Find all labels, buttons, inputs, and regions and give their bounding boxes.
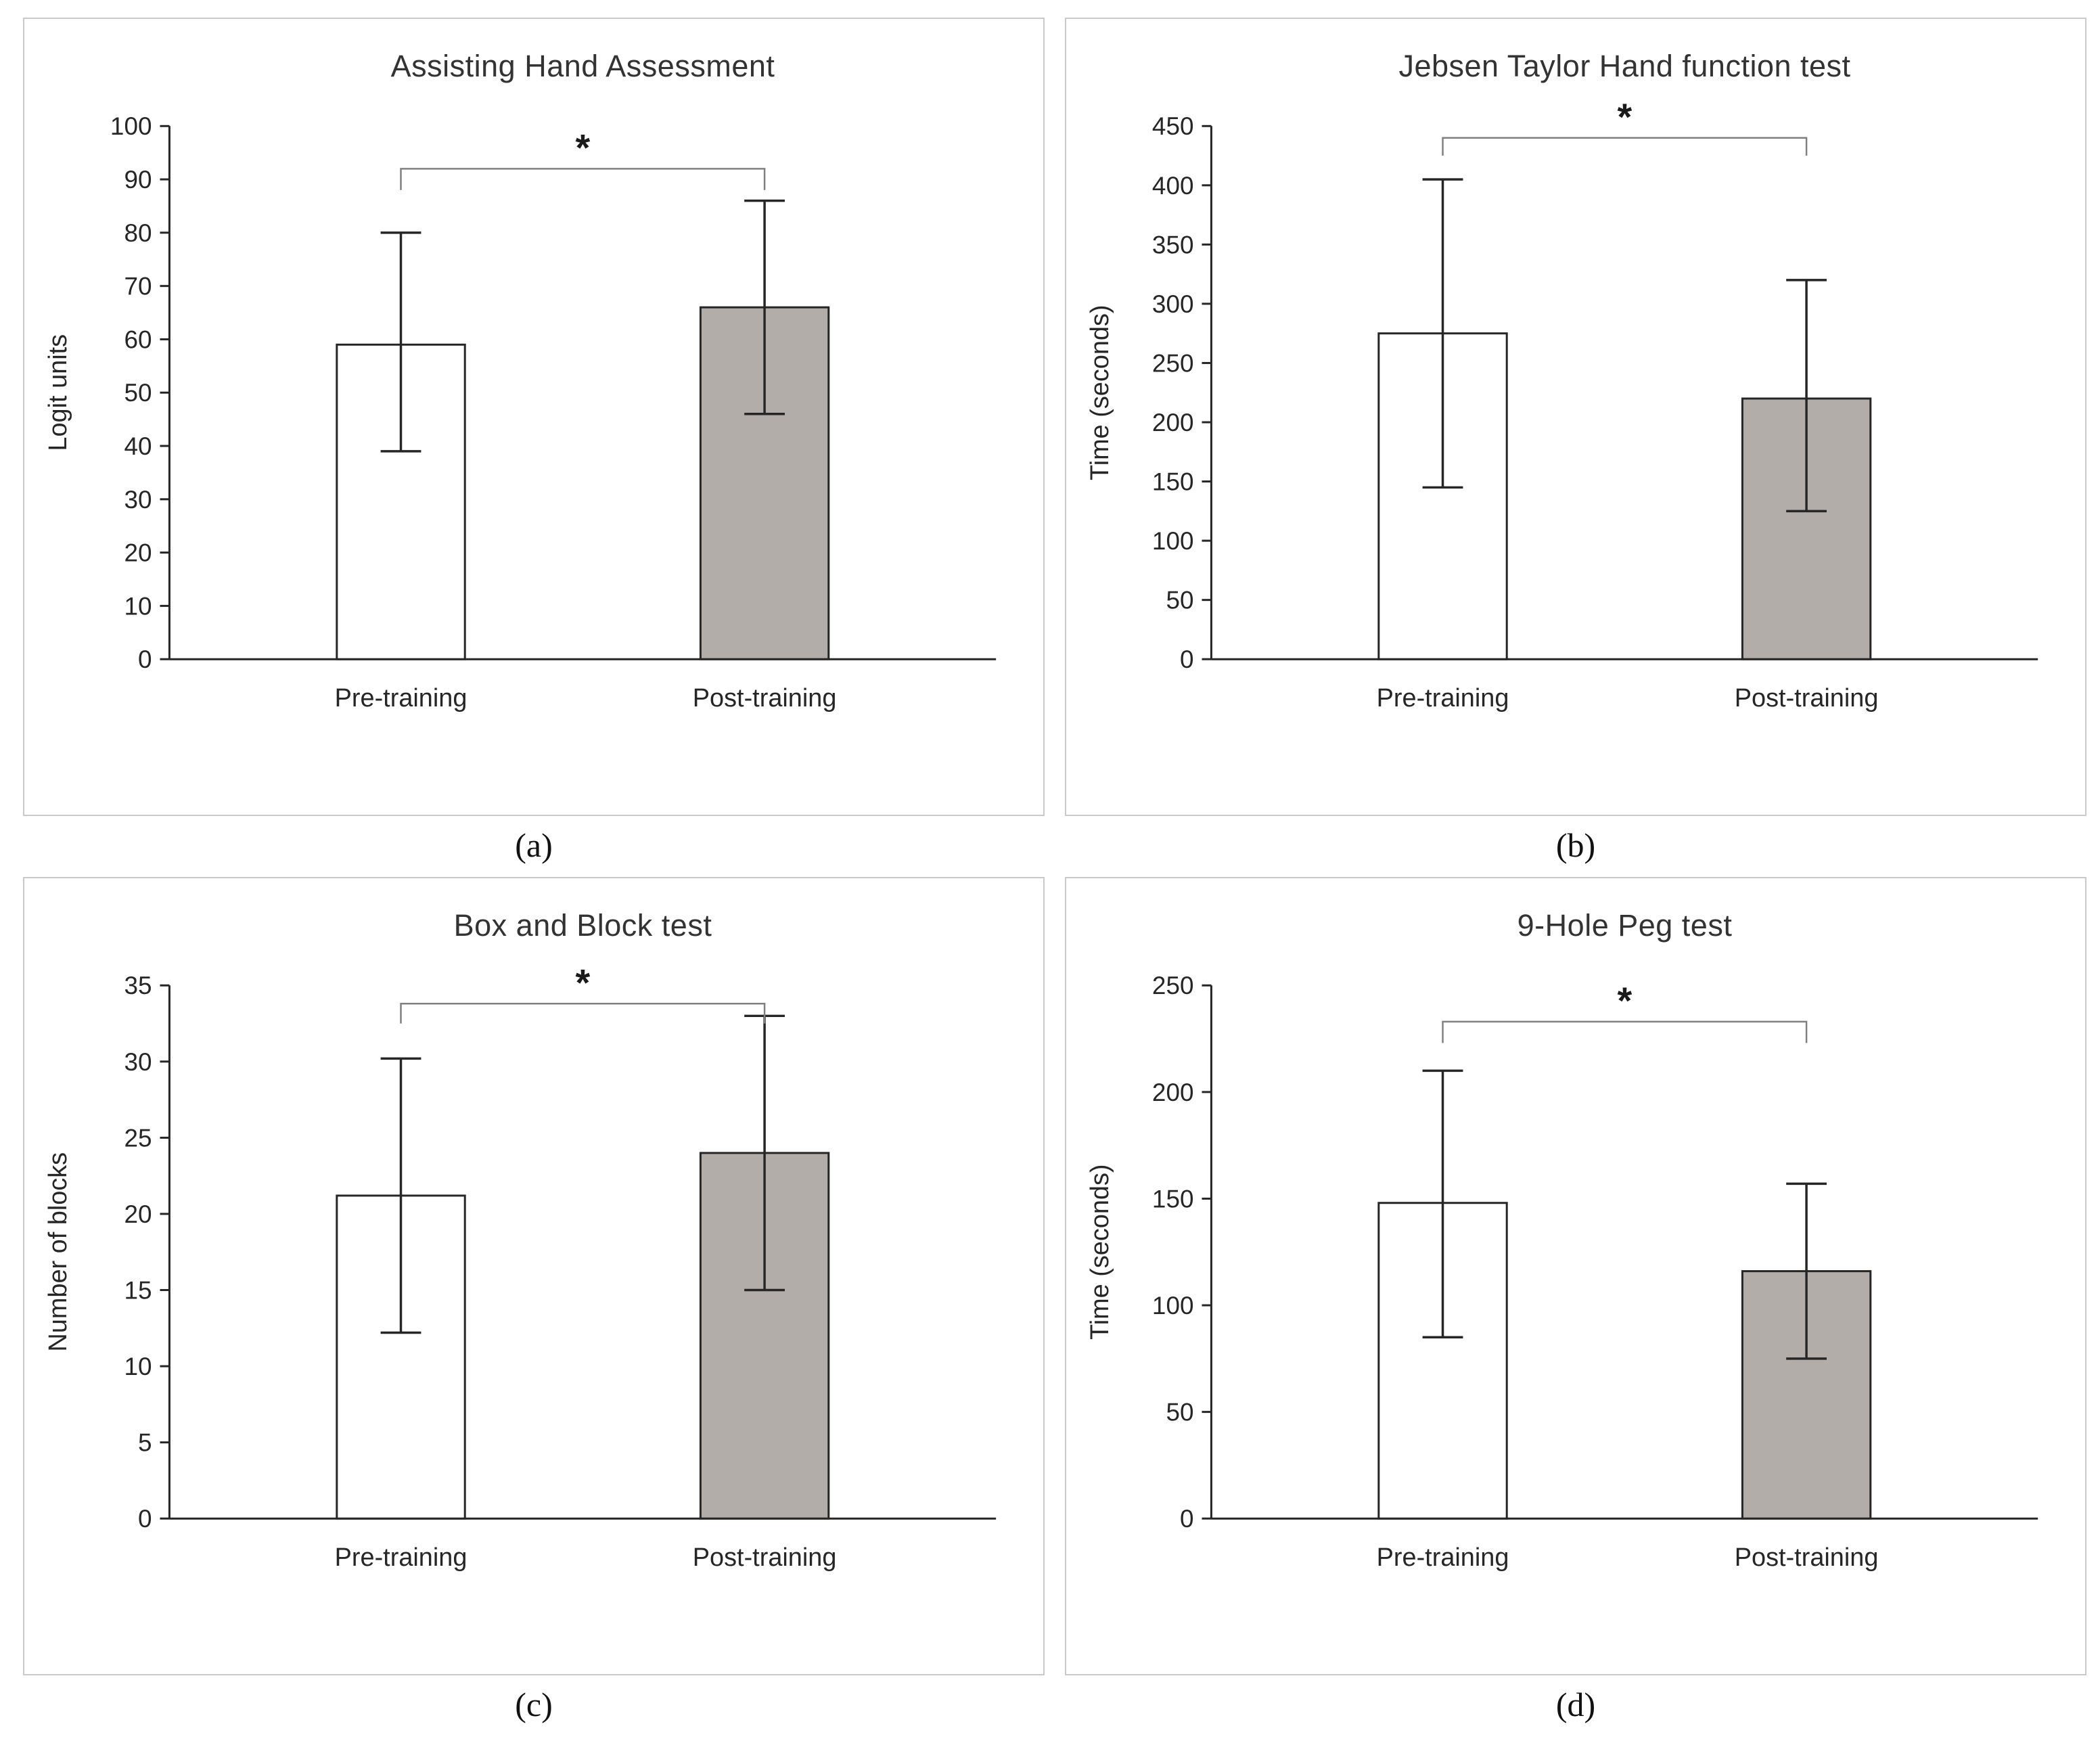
y-tick-label: 35	[124, 972, 152, 999]
chart-a-plot: 0 10 20 30 40 50 60 70 80 90 100 Logit units Pre-tra…	[44, 112, 997, 713]
y-tick-label: 0	[1180, 646, 1194, 673]
y-tick-label: 90	[124, 166, 152, 194]
y-tick-label: 100	[110, 112, 152, 140]
significance-asterisk: *	[575, 126, 590, 168]
y-tick-label: 50	[124, 379, 152, 407]
y-tick-label: 250	[1152, 972, 1194, 999]
chart-b-title: Jebsen Taylor Hand function test	[1398, 49, 1851, 83]
y-tick-label: 0	[138, 646, 152, 673]
chart-a-title: Assisting Hand Assessment	[390, 49, 775, 83]
y-tick-label: 30	[124, 1048, 152, 1076]
y-tick-label: 15	[124, 1276, 152, 1304]
chart-d-caption: (d)	[1555, 1686, 1596, 1723]
significance-asterisk: *	[1617, 95, 1632, 138]
chart-c-caption: (c)	[515, 1686, 553, 1723]
y-axis-label: Number of blocks	[44, 1152, 72, 1352]
error-bar-post-training	[1786, 279, 1827, 513]
x-category-label: Pre-training	[1377, 1543, 1509, 1572]
x-category-label: Pre-training	[335, 1543, 467, 1572]
y-tick-label: 40	[124, 432, 152, 460]
y-tick-label: 100	[1152, 1292, 1194, 1319]
chart-b-plot: 0 50 100 150 200 250 300 350 400 450 Time (seconds…	[1086, 95, 2038, 713]
y-tick-label: 300	[1152, 290, 1194, 318]
y-tick-label: 60	[124, 325, 152, 353]
x-category-label: Post-training	[693, 684, 837, 713]
x-category-label: Post-training	[693, 1543, 837, 1572]
chart-cell-d: 9-Hole Peg test 0 50 100 150 200 250 Time (sec…	[1065, 877, 2086, 1734]
y-tick-label: 400	[1152, 172, 1194, 200]
y-axis-label: Time (seconds)	[1086, 1164, 1114, 1340]
y-tick-label: 450	[1152, 112, 1194, 140]
y-tick-label: 350	[1152, 231, 1194, 258]
y-tick-label: 0	[138, 1505, 152, 1533]
chart-a-caption: (a)	[515, 826, 553, 864]
chart-b-caption: (b)	[1555, 826, 1596, 864]
y-tick-label: 200	[1152, 409, 1194, 436]
y-tick-label: 150	[1152, 1185, 1194, 1213]
significance-bracket	[400, 168, 766, 190]
y-tick-label: 70	[124, 273, 152, 300]
chart-panel-c: Box and Block test 0 5 10 15 20 25 30 35 Number …	[23, 877, 1045, 1675]
chart-cell-a: Assisting Hand Assessment 0 10 20 30 40 50 60 7…	[23, 18, 1045, 874]
x-category-label: Post-training	[1735, 1543, 1879, 1572]
y-tick-label: 10	[124, 1353, 152, 1380]
significance-bracket	[1442, 137, 1808, 156]
y-tick-label: 10	[124, 592, 152, 620]
x-category-label: Pre-training	[1377, 684, 1509, 713]
chart-panel-b: Jebsen Taylor Hand function test 0 50 100 1…	[1065, 18, 2086, 816]
chart-c-title: Box and Block test	[453, 908, 712, 943]
y-tick-label: 5	[138, 1429, 152, 1457]
significance-bracket	[400, 1003, 766, 1024]
y-tick-label: 80	[124, 219, 152, 247]
y-axis-label: Time (seconds)	[1086, 304, 1114, 480]
y-tick-label: 150	[1152, 468, 1194, 496]
chart-d-plot: 0 50 100 150 200 250 Time (seconds) Pre-trainin…	[1086, 972, 2038, 1572]
chart-d-title: 9-Hole Peg test	[1517, 908, 1733, 943]
error-bar-pre-training	[1422, 178, 1463, 489]
significance-bracket	[1442, 1020, 1808, 1043]
y-tick-label: 0	[1180, 1505, 1194, 1533]
y-tick-label: 25	[124, 1124, 152, 1152]
y-tick-label: 30	[124, 486, 152, 514]
y-tick-label: 250	[1152, 349, 1194, 377]
error-bar-post-training	[744, 199, 785, 415]
chart-panel-a: Assisting Hand Assessment 0 10 20 30 40 50 60 7…	[23, 18, 1045, 816]
y-tick-label: 20	[124, 539, 152, 567]
y-axis-label: Logit units	[44, 334, 72, 451]
y-tick-label: 50	[1166, 1399, 1193, 1426]
chart-cell-b: Jebsen Taylor Hand function test 0 50 100 1…	[1065, 18, 2086, 874]
y-tick-label: 100	[1152, 527, 1194, 555]
x-category-label: Post-training	[1735, 684, 1879, 713]
y-tick-label: 200	[1152, 1079, 1194, 1106]
significance-asterisk: *	[1617, 979, 1632, 1022]
error-bar-pre-training	[1422, 1069, 1463, 1339]
y-tick-label: 20	[124, 1200, 152, 1228]
x-category-label: Pre-training	[335, 684, 467, 713]
chart-panel-d: 9-Hole Peg test 0 50 100 150 200 250 Time (sec…	[1065, 877, 2086, 1675]
error-bar-post-training	[1786, 1182, 1827, 1360]
y-tick-label: 50	[1166, 587, 1193, 614]
error-bar-pre-training	[380, 1057, 421, 1334]
significance-asterisk: *	[575, 961, 590, 1003]
chart-c-plot: 0 5 10 15 20 25 30 35 Number of blocks Pre-traini…	[44, 961, 997, 1572]
error-bar-pre-training	[380, 231, 421, 453]
chart-cell-c: Box and Block test 0 5 10 15 20 25 30 35 Number …	[23, 877, 1045, 1734]
